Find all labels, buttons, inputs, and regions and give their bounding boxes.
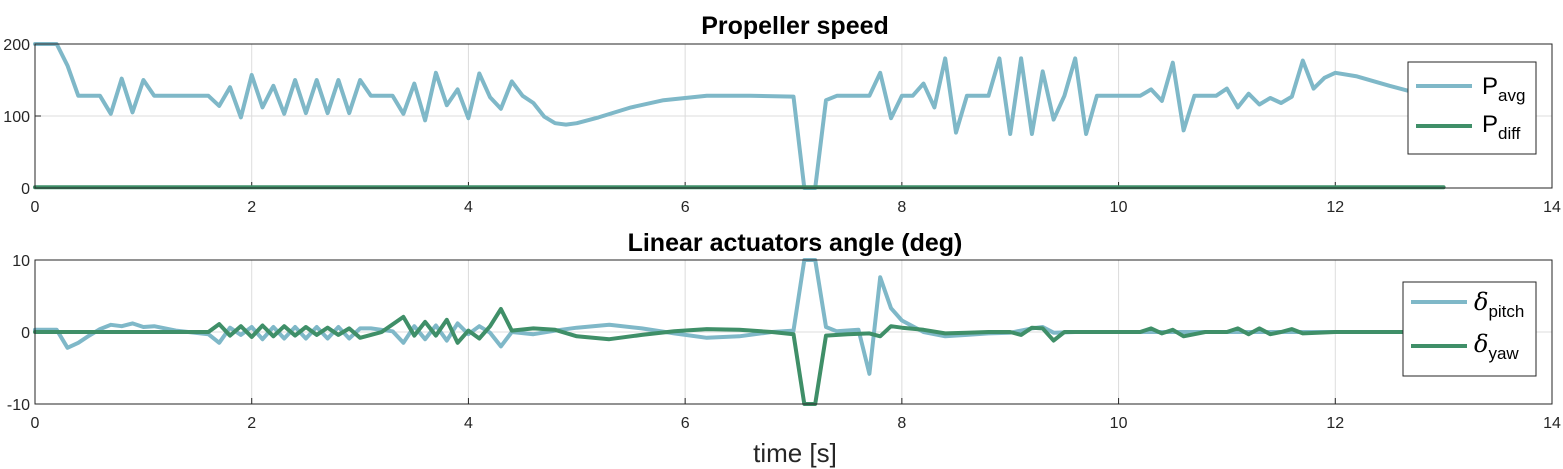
x-tick-label: 10 — [1110, 415, 1128, 432]
y-tick-label: 0 — [21, 325, 30, 342]
x-tick-label: 4 — [464, 199, 473, 216]
x-tick-label: 8 — [897, 415, 906, 432]
legend-label-p-avg: Pavg — [1482, 73, 1525, 105]
series-group — [33, 42, 1446, 190]
series-group — [33, 258, 1446, 406]
y-tick-label: 100 — [3, 109, 30, 126]
x-tick-label: 12 — [1326, 415, 1344, 432]
x-tick-label: 2 — [247, 199, 256, 216]
series-line-pitch — [33, 258, 1446, 376]
legend-box — [1407, 61, 1537, 155]
y-tick-label: 10 — [12, 253, 30, 270]
legend: Pavg Pdiff — [1407, 61, 1537, 155]
propeller-speed-chart: Propeller speed 0 2 4 6 8 10 12 14 0 100 200 Pavg… — [3, 12, 1561, 216]
axes-box — [34, 43, 1553, 189]
x-tick-label: 10 — [1110, 199, 1128, 216]
x-tick-label: 6 — [681, 415, 690, 432]
y-tick-labels: -10 0 10 — [7, 253, 30, 414]
x-tick-label: 12 — [1326, 199, 1344, 216]
y-tick-label: -10 — [7, 397, 30, 414]
axes-box — [34, 259, 1553, 405]
x-tick-labels: 0 2 4 6 8 10 12 14 — [31, 415, 1561, 432]
chart-title: Propeller speed — [701, 12, 889, 40]
x-tick-label: 6 — [681, 199, 690, 216]
legend-box — [1402, 281, 1537, 377]
x-tick-label: 14 — [1543, 199, 1561, 216]
grid — [34, 43, 1553, 189]
x-tick-labels: 0 2 4 6 8 10 12 14 — [31, 199, 1561, 216]
chart-title: Linear actuators angle (deg) — [628, 229, 963, 257]
series-line-avg — [33, 42, 1446, 190]
x-tick-label: 0 — [31, 415, 40, 432]
legend: δpitch δyaw — [1402, 281, 1537, 377]
x-tick-label: 0 — [31, 199, 40, 216]
x-tick-label: 8 — [897, 199, 906, 216]
x-tick-label: 4 — [464, 415, 473, 432]
linear-actuators-angle-chart: Linear actuators angle (deg) 0 2 4 6 8 10 12 14… — [7, 229, 1561, 468]
y-tick-label: 0 — [21, 181, 30, 198]
legend-label-delta-pitch: δpitch — [1474, 288, 1524, 321]
x-tick-label: 14 — [1543, 415, 1561, 432]
series-line-yaw — [33, 307, 1446, 406]
x-axis-label: time [s] — [753, 438, 837, 468]
legend-label-p-diff: Pdiff — [1482, 111, 1521, 143]
y-tick-label: 200 — [3, 37, 30, 54]
y-tick-labels: 0 100 200 — [3, 37, 30, 198]
x-tick-label: 2 — [247, 415, 256, 432]
legend-label-delta-yaw: δyaw — [1474, 330, 1519, 363]
